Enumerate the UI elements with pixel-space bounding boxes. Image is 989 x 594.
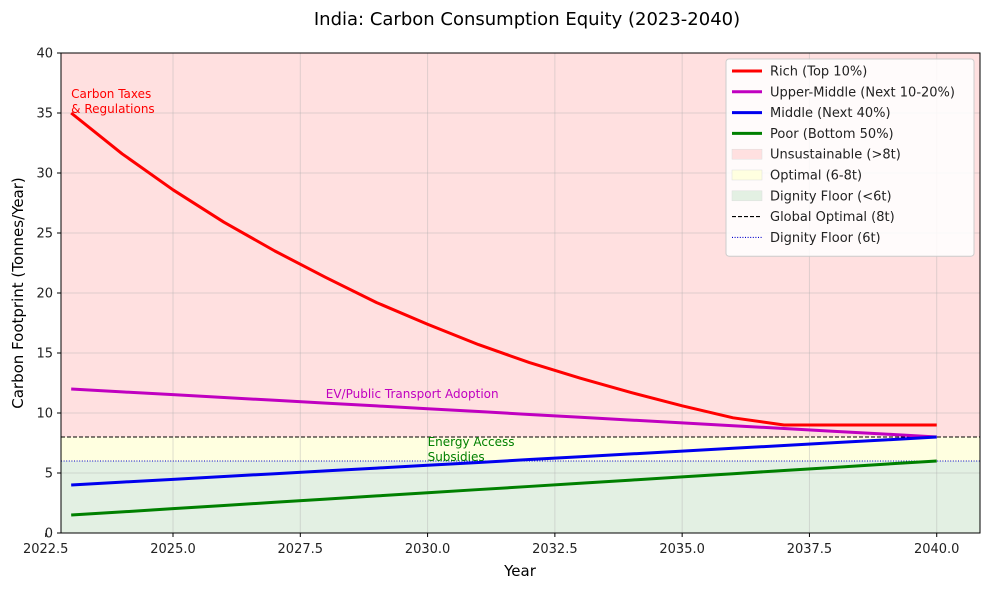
y-axis-title: Carbon Footprint (Tonnes/Year) — [9, 177, 27, 409]
x-tick-label-7: 2040.0 — [914, 542, 960, 557]
legend: Rich (Top 10%) Upper-Middle (Next 10-20%)… — [725, 58, 975, 257]
legend-label-0: Rich (Top 10%) — [770, 65, 867, 80]
x-tick-label-4: 2032.5 — [532, 542, 578, 557]
x-tick-label-0: 2022.5 — [23, 542, 69, 557]
legend-label-4: Unsustainable (>8t) — [770, 148, 901, 163]
legend-label-1: Upper-Middle (Next 10-20%) — [770, 85, 955, 100]
legend-handle-5 — [731, 169, 763, 181]
legend-box — [725, 58, 975, 257]
series-line-3 — [71, 459, 937, 517]
annotation-1-line-0: EV/Public Transport Adoption — [326, 387, 499, 401]
legend-label-5: Optimal (6-8t) — [770, 169, 862, 184]
chart-title: India: Carbon Consumption Equity (2023-2… — [314, 9, 740, 30]
series-line-2 — [71, 435, 937, 487]
x-tick-label-5: 2035.0 — [659, 542, 705, 557]
y-tick-label-3: 15 — [36, 347, 53, 362]
series-line-0 — [70, 111, 937, 427]
y-tick-label-8: 40 — [36, 47, 53, 62]
y-tick-label-7: 35 — [36, 107, 53, 122]
annotation-0-line-1: & Regulations — [71, 102, 155, 116]
annotation-0-line-0: Carbon Taxes — [71, 87, 151, 101]
legend-label-7: Global Optimal (8t) — [770, 210, 895, 225]
x-tick-label-1: 2025.0 — [150, 542, 196, 557]
annotation-2: Energy Access Subsidies — [428, 435, 515, 464]
x-tick-label-6: 2037.5 — [787, 542, 833, 557]
x-axis-title: Year — [503, 562, 537, 580]
y-tick-label-6: 30 — [36, 167, 53, 182]
band-1 — [61, 437, 980, 461]
annotation-2-line-1: Subsidies — [428, 450, 485, 464]
y-tick-label-2: 10 — [36, 407, 53, 422]
band-2 — [61, 461, 980, 533]
legend-label-6: Dignity Floor (<6t) — [770, 189, 892, 204]
y-tick-label-5: 25 — [36, 227, 53, 242]
y-tick-label-4: 20 — [36, 287, 53, 302]
series-line-1 — [71, 387, 937, 439]
legend-label-3: Poor (Bottom 50%) — [770, 127, 894, 142]
x-tick-label-3: 2030.0 — [405, 542, 451, 557]
annotation-1: EV/Public Transport Adoption — [326, 387, 499, 401]
legend-label-8: Dignity Floor (6t) — [770, 231, 881, 246]
legend-handle-4 — [731, 148, 763, 160]
annotation-0: Carbon Taxes & Regulations — [71, 87, 155, 116]
legend-label-2: Middle (Next 40%) — [770, 106, 891, 121]
y-tick-label-1: 5 — [45, 467, 53, 482]
x-tick-label-2: 2027.5 — [278, 542, 324, 557]
annotation-2-line-0: Energy Access — [428, 435, 515, 449]
y-tick-label-0: 0 — [45, 527, 53, 542]
legend-handle-6 — [731, 190, 763, 202]
